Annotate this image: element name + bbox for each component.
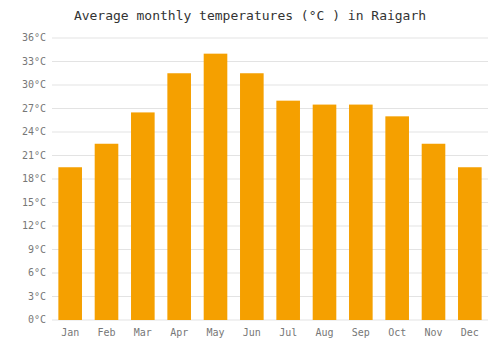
y-tick-label: 27°C: [22, 103, 46, 114]
y-tick-label: 30°C: [22, 79, 46, 90]
y-tick-label: 36°C: [22, 32, 46, 43]
y-tick-label: 9°C: [28, 244, 46, 255]
grid-line: [52, 61, 488, 62]
y-tick-label: 3°C: [28, 291, 46, 302]
x-tick-label: Sep: [352, 327, 370, 338]
y-tick-labels: 0°C 3°C 6°C 9°C 12°C 15°C 18°C 21°C 24°C 27°C 30°C…: [22, 32, 46, 325]
bar: [458, 167, 482, 320]
chart-svg: Average monthly temperatures (°C ) in Ra…: [0, 0, 500, 350]
x-tick-label: Jul: [279, 327, 297, 338]
y-grid: [52, 38, 488, 320]
bar: [349, 105, 373, 320]
bar: [167, 73, 191, 320]
x-tick-label: Apr: [170, 327, 188, 338]
y-tick-label: 6°C: [28, 267, 46, 278]
y-tick-label: 33°C: [22, 56, 46, 67]
y-tick-label: 0°C: [28, 314, 46, 325]
x-tick-label: Oct: [388, 327, 406, 338]
bar: [422, 144, 446, 320]
bar: [385, 116, 409, 320]
x-tick-label: Mar: [134, 327, 152, 338]
chart-title: Average monthly temperatures (°C ) in Ra…: [74, 8, 426, 23]
y-tick-label: 24°C: [22, 126, 46, 137]
bar: [240, 73, 264, 320]
chart-container: Average monthly temperatures (°C ) in Ra…: [0, 0, 500, 350]
x-tick-label: Dec: [461, 327, 479, 338]
x-tick-label: May: [206, 327, 224, 338]
x-tick-label: Jun: [243, 327, 261, 338]
bar: [313, 105, 337, 320]
bar: [95, 144, 119, 320]
bar: [131, 112, 155, 320]
bar: [58, 167, 82, 320]
y-tick-label: 15°C: [22, 197, 46, 208]
grid-line: [52, 132, 488, 133]
y-tick-label: 21°C: [22, 150, 46, 161]
x-tick-labels: Jan Feb Mar Apr May Jun Jul Aug Sep Oct Nov Dec: [61, 327, 479, 338]
grid-line: [52, 38, 488, 39]
x-tick-label: Feb: [97, 327, 115, 338]
grid-line: [52, 85, 488, 86]
grid-line: [52, 108, 488, 109]
bar: [204, 54, 228, 320]
x-tick-label: Aug: [315, 327, 333, 338]
y-tick-label: 18°C: [22, 173, 46, 184]
bar: [276, 101, 300, 320]
bars: [58, 54, 481, 320]
x-tick-label: Jan: [61, 327, 79, 338]
y-tick-label: 12°C: [22, 220, 46, 231]
x-tick-label: Nov: [424, 327, 442, 338]
